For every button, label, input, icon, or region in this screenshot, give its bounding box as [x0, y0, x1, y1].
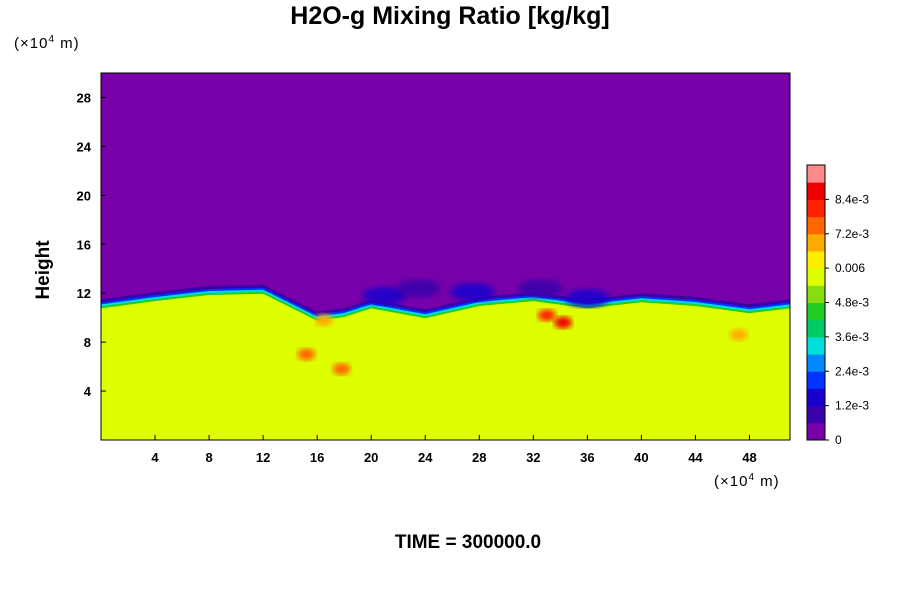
- colorbar-label: 7.2e-3: [835, 227, 869, 241]
- x-tick-label: 28: [472, 450, 486, 465]
- x-tick-label: 48: [742, 450, 756, 465]
- colorbar-segment: [807, 405, 825, 424]
- colorbar-label: 0: [835, 433, 842, 447]
- y-tick-label: 8: [84, 335, 91, 350]
- chart-title: H2O-g Mixing Ratio [kg/kg]: [290, 2, 610, 30]
- moist-lower-layer: [101, 293, 790, 440]
- y-tick-label: 12: [77, 286, 91, 301]
- colorbar-segment: [807, 199, 825, 218]
- y-tick-label: 24: [77, 139, 92, 154]
- moist-patch-4: [537, 309, 556, 322]
- dry-pocket-5: [565, 289, 610, 308]
- x-axis-unit: (×104 m): [714, 472, 780, 490]
- x-tick-label: 12: [256, 450, 270, 465]
- colorbar-label: 0.006: [835, 261, 865, 275]
- x-tick-label: 40: [634, 450, 648, 465]
- y-tick-label: 4: [84, 384, 92, 399]
- colorbar-label: 1.2e-3: [835, 399, 869, 413]
- colorbar-segment: [807, 336, 825, 355]
- colorbar-label: 8.4e-3: [835, 192, 869, 206]
- x-axis: 4 8 12 16 20 24 28 32 36 40 44 48: [151, 435, 757, 465]
- colorbar-segment: [807, 388, 825, 407]
- moist-patch-3: [554, 316, 573, 329]
- colorbar-segment: [807, 216, 825, 235]
- moist-patch-5: [729, 328, 748, 341]
- x-tick-label: 8: [205, 450, 212, 465]
- y-axis-unit: (×104 m): [14, 34, 80, 52]
- x-tick-label: 4: [151, 450, 159, 465]
- colorbar-label: 4.8e-3: [835, 296, 869, 310]
- x-tick-label: 24: [418, 450, 433, 465]
- dry-pocket-2: [396, 279, 441, 298]
- colorbar-segment: [807, 268, 825, 286]
- colorbar-label: 2.4e-3: [835, 364, 869, 378]
- colorbar-segment: [807, 422, 825, 441]
- y-axis: 4 8 12 16 20 24 28: [77, 90, 106, 399]
- dry-pocket-1: [362, 286, 407, 305]
- plot-frame: [100, 72, 791, 441]
- x-tick-label: 32: [526, 450, 540, 465]
- colorbar-segment: [807, 371, 825, 389]
- time-label: TIME = 300000.0: [394, 532, 542, 553]
- x-tick-label: 36: [580, 450, 594, 465]
- y-tick-label: 28: [77, 90, 91, 105]
- dry-pocket-3: [450, 282, 495, 301]
- y-tick-label: 20: [77, 188, 91, 203]
- x-tick-label: 44: [688, 450, 703, 465]
- colorbar-segment: [807, 165, 825, 183]
- moist-patch-2: [332, 363, 351, 376]
- colorbar-segment: [807, 250, 825, 269]
- colorbar-segment: [807, 319, 825, 338]
- colorbar-label: 3.6e-3: [835, 330, 869, 344]
- colorbar-segment: [807, 302, 825, 321]
- plot-area: [101, 73, 790, 440]
- dry-pocket-4: [518, 279, 563, 298]
- colorbar-segment: [807, 233, 825, 252]
- x-tick-label: 16: [310, 450, 324, 465]
- x-tick-label: 20: [364, 450, 378, 465]
- colorbar-segment: [807, 182, 825, 200]
- moist-patch-1: [297, 348, 316, 361]
- colorbar: 0 1.2e-3 2.4e-3 3.6e-3 4.8e-3 0.006 7.2e-3 8.4e…: [806, 164, 869, 447]
- colorbar-segment: [807, 285, 825, 303]
- moist-patch-6: [314, 314, 333, 327]
- colorbar-segment: [807, 354, 825, 372]
- y-tick-label: 16: [77, 237, 91, 252]
